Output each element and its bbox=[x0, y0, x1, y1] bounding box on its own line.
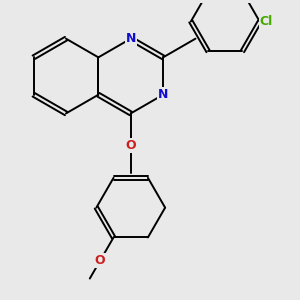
Text: Cl: Cl bbox=[260, 15, 273, 28]
Text: O: O bbox=[95, 254, 105, 267]
Text: N: N bbox=[125, 32, 136, 45]
Text: O: O bbox=[125, 139, 136, 152]
Text: N: N bbox=[158, 88, 168, 101]
